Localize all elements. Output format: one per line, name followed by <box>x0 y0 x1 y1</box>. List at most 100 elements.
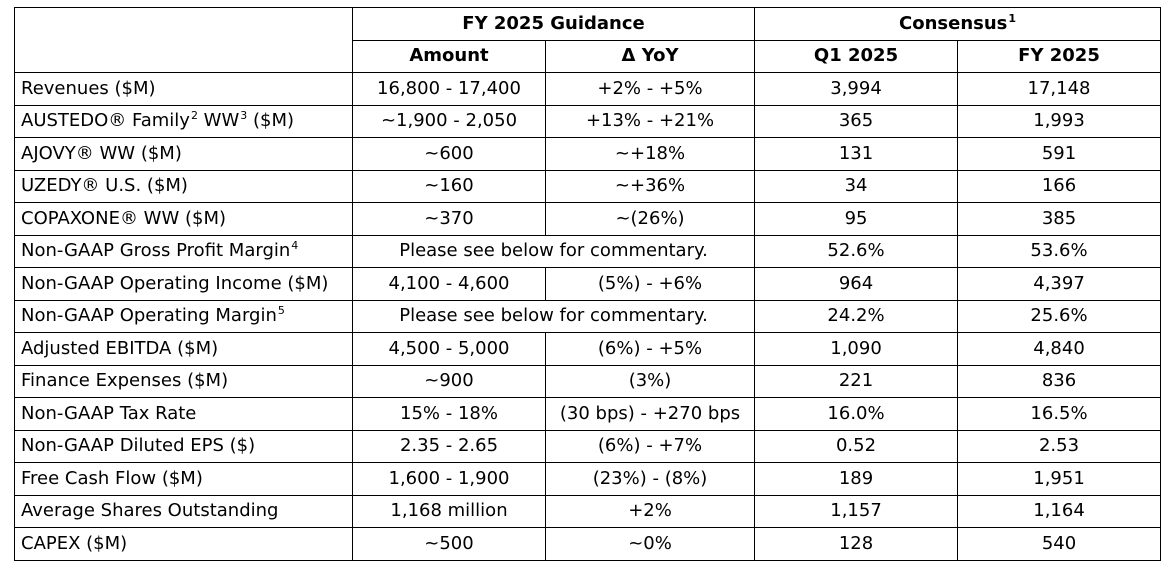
amount-cell: ~600 <box>352 137 546 171</box>
fy-cell: 166 <box>957 169 1162 203</box>
fy-cell: 385 <box>957 202 1162 236</box>
table-row: Non-GAAP Gross Profit Margin4 Please see… <box>14 234 1162 268</box>
row-label-text: Non-GAAP Operating Margin <box>21 305 277 327</box>
header-amount: Amount <box>352 39 546 73</box>
q1-cell: 0.52 <box>754 429 959 463</box>
amount-cell: 1,600 - 1,900 <box>352 462 546 496</box>
table-row: COPAXONE® WW ($M) ~370 ~(26%) 95 385 <box>14 202 1162 236</box>
fy-cell: 25.6% <box>957 299 1162 333</box>
table-row: Non-GAAP Tax Rate 15% - 18% (30 bps) - +… <box>14 397 1162 431</box>
header-consensus-label: Consensus <box>899 12 1008 34</box>
row-label: AJOVY® WW ($M) <box>14 137 353 171</box>
row-label-part: AUSTEDO® Family <box>21 110 190 132</box>
fy-cell: 17,148 <box>957 72 1162 106</box>
yoy-cell: +13% - +21% <box>544 104 756 138</box>
yoy-cell: (3%) <box>544 364 756 398</box>
fy-cell: 540 <box>957 527 1162 561</box>
table-row: AUSTEDO® Family2 WW3 ($M) ~1,900 - 2,050… <box>14 104 1162 138</box>
yoy-cell: +2% <box>544 494 756 528</box>
q1-cell: 95 <box>754 202 959 236</box>
q1-cell: 52.6% <box>754 234 959 268</box>
footnote-marker: 4 <box>291 239 299 253</box>
q1-cell: 3,994 <box>754 72 959 106</box>
table-row: Average Shares Outstanding 1,168 million… <box>14 494 1162 528</box>
footnote-marker: 1 <box>1008 11 1017 25</box>
row-label: Finance Expenses ($M) <box>14 364 353 398</box>
q1-cell: 1,090 <box>754 332 959 366</box>
amount-cell: ~900 <box>352 364 546 398</box>
row-label: COPAXONE® WW ($M) <box>14 202 353 236</box>
amount-cell: 2.35 - 2.65 <box>352 429 546 463</box>
header-fy2025-guidance: FY 2025 Guidance <box>351 7 756 41</box>
q1-cell: 365 <box>754 104 959 138</box>
row-label: Average Shares Outstanding <box>14 494 353 528</box>
table-row: Revenues ($M) 16,800 - 17,400 +2% - +5% … <box>14 72 1162 106</box>
fy-cell: 1,993 <box>957 104 1162 138</box>
q1-cell: 128 <box>754 527 959 561</box>
yoy-cell: (6%) - +7% <box>544 429 756 463</box>
header-group-row: FY 2025 Guidance Consensus1 <box>14 7 1162 41</box>
amount-cell: 1,168 million <box>352 494 546 528</box>
header-label-blank <box>14 40 353 73</box>
header-yoy: Δ YoY <box>544 39 756 73</box>
table-row: Non-GAAP Operating Income ($M) 4,100 - 4… <box>14 267 1162 301</box>
amount-cell: 15% - 18% <box>352 397 546 431</box>
table-row: CAPEX ($M) ~500 ~0% 128 540 <box>14 527 1162 561</box>
commentary-cell: Please see below for commentary. <box>351 299 756 333</box>
row-label: Non-GAAP Operating Income ($M) <box>14 267 353 301</box>
row-label: Non-GAAP Diluted EPS ($) <box>14 429 353 463</box>
row-label: Non-GAAP Operating Margin5 <box>14 299 353 333</box>
fy-cell: 4,840 <box>957 332 1162 366</box>
row-label: Non-GAAP Tax Rate <box>14 397 353 431</box>
table-row: Non-GAAP Diluted EPS ($) 2.35 - 2.65 (6%… <box>14 429 1162 463</box>
yoy-cell: (23%) - (8%) <box>544 462 756 496</box>
header-column-row: Amount Δ YoY Q1 2025 FY 2025 <box>14 39 1162 73</box>
header-fy-2025: FY 2025 <box>957 39 1162 73</box>
table-row: Non-GAAP Operating Margin5 Please see be… <box>14 299 1162 333</box>
fy-cell: 1,951 <box>957 462 1162 496</box>
fy-cell: 591 <box>957 137 1162 171</box>
row-label: Revenues ($M) <box>14 72 353 106</box>
amount-cell: ~1,900 - 2,050 <box>352 104 546 138</box>
header-consensus: Consensus1 <box>754 7 1162 41</box>
amount-cell: ~500 <box>352 527 546 561</box>
q1-cell: 1,157 <box>754 494 959 528</box>
fy-cell: 53.6% <box>957 234 1162 268</box>
header-q1-2025: Q1 2025 <box>754 39 959 73</box>
q1-cell: 16.0% <box>754 397 959 431</box>
row-label: AUSTEDO® Family2 WW3 ($M) <box>14 104 353 138</box>
fy-cell: 16.5% <box>957 397 1162 431</box>
table-row: Free Cash Flow ($M) 1,600 - 1,900 (23%) … <box>14 462 1162 496</box>
row-label: UZEDY® U.S. ($M) <box>14 169 353 203</box>
row-label: Free Cash Flow ($M) <box>14 462 353 496</box>
footnote-marker: 3 <box>240 109 248 123</box>
yoy-cell: ~(26%) <box>544 202 756 236</box>
fy-cell: 2.53 <box>957 429 1162 463</box>
yoy-cell: ~+36% <box>544 169 756 203</box>
q1-cell: 221 <box>754 364 959 398</box>
table-row: AJOVY® WW ($M) ~600 ~+18% 131 591 <box>14 137 1162 171</box>
fy-cell: 1,164 <box>957 494 1162 528</box>
amount-cell: 4,500 - 5,000 <box>352 332 546 366</box>
amount-cell: 4,100 - 4,600 <box>352 267 546 301</box>
fy-cell: 4,397 <box>957 267 1162 301</box>
yoy-cell: (5%) - +6% <box>544 267 756 301</box>
yoy-cell: +2% - +5% <box>544 72 756 106</box>
row-label: CAPEX ($M) <box>14 527 353 561</box>
q1-cell: 189 <box>754 462 959 496</box>
footnote-marker: 2 <box>190 109 198 123</box>
q1-cell: 34 <box>754 169 959 203</box>
row-label: Non-GAAP Gross Profit Margin4 <box>14 234 353 268</box>
table-row: Adjusted EBITDA ($M) 4,500 - 5,000 (6%) … <box>14 332 1162 366</box>
q1-cell: 964 <box>754 267 959 301</box>
yoy-cell: ~+18% <box>544 137 756 171</box>
table-row: Finance Expenses ($M) ~900 (3%) 221 836 <box>14 364 1162 398</box>
guidance-table: FY 2025 Guidance Consensus1 Amount Δ YoY… <box>14 7 1162 561</box>
row-label-text: Non-GAAP Gross Profit Margin <box>21 240 291 262</box>
fy-cell: 836 <box>957 364 1162 398</box>
footnote-marker: 5 <box>277 304 285 318</box>
yoy-cell: (6%) - +5% <box>544 332 756 366</box>
commentary-cell: Please see below for commentary. <box>351 234 756 268</box>
row-label-part: WW <box>197 110 240 132</box>
amount-cell: ~370 <box>352 202 546 236</box>
